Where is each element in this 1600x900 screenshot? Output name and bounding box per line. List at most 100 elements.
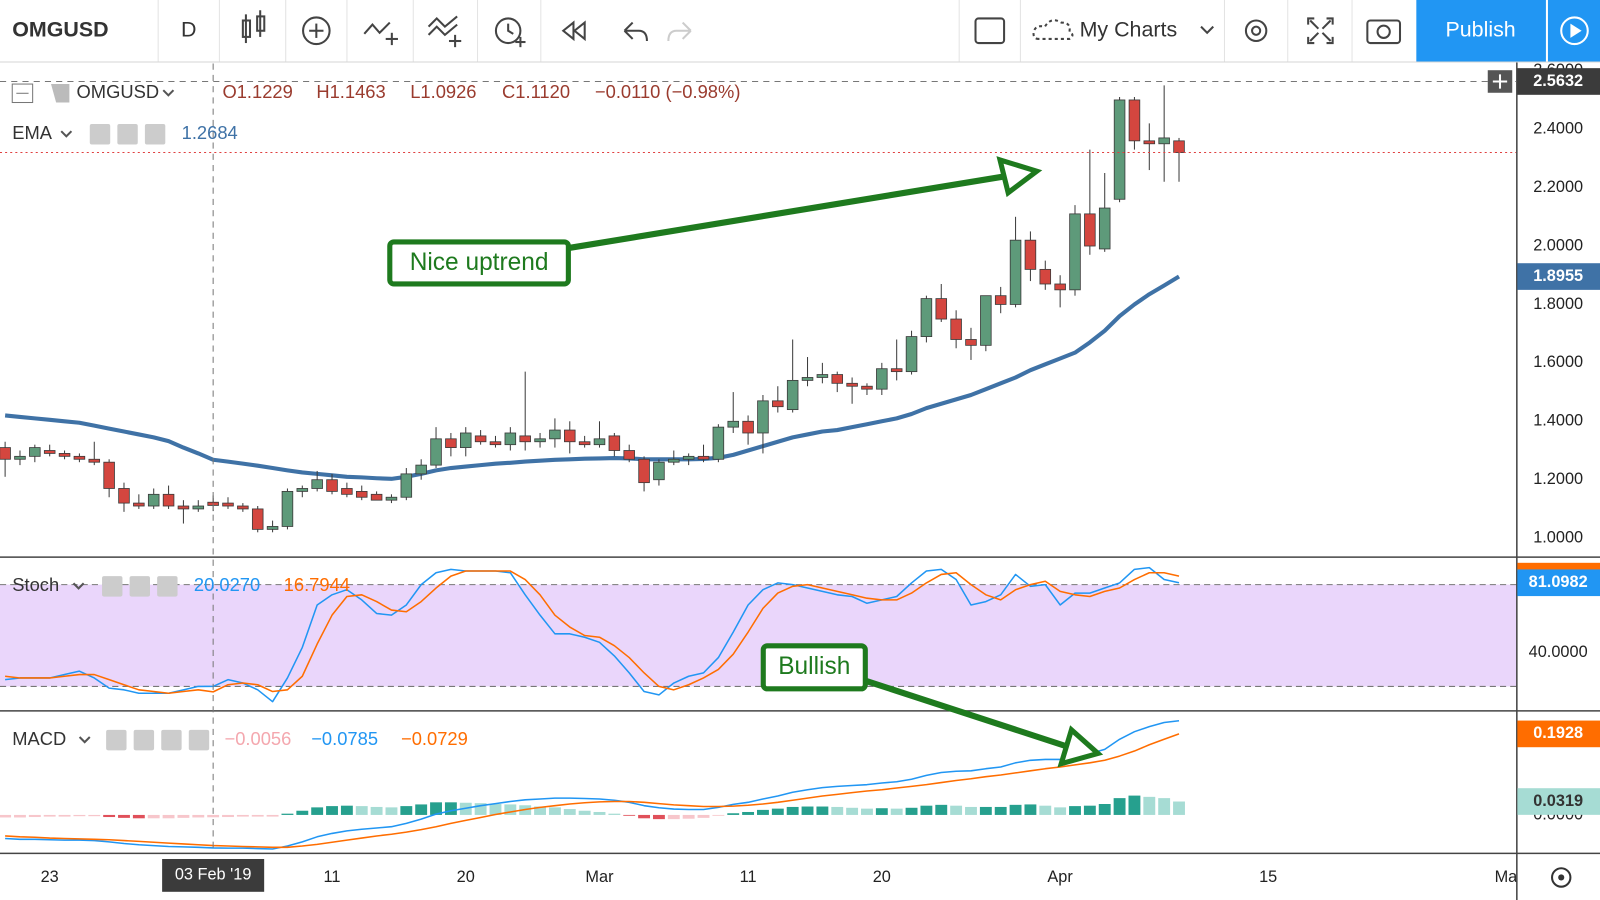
histogram-bar bbox=[370, 806, 383, 815]
candle-body bbox=[593, 438, 606, 446]
candle-body bbox=[162, 493, 175, 507]
histogram-bar bbox=[652, 814, 665, 820]
histogram-bar bbox=[727, 813, 740, 815]
legend-ema[interactable]: EMA bbox=[12, 122, 52, 143]
indicators-icon[interactable] bbox=[363, 21, 398, 46]
snapshot-icon[interactable] bbox=[1366, 19, 1402, 45]
histogram-bar bbox=[1143, 796, 1156, 815]
histogram-bar bbox=[638, 814, 651, 819]
histogram-bar bbox=[979, 806, 992, 815]
publish-button[interactable] bbox=[1416, 0, 1546, 62]
histogram-bar bbox=[861, 808, 873, 815]
bullish-arrow-shaft bbox=[864, 677, 1068, 750]
symbol-dropdown[interactable] bbox=[162, 89, 175, 97]
macd-eye[interactable] bbox=[106, 729, 127, 751]
candle-body bbox=[668, 458, 680, 463]
time-axis-settings[interactable] bbox=[1551, 867, 1572, 888]
ema-dropdown[interactable] bbox=[60, 130, 73, 138]
candle-body bbox=[88, 458, 101, 463]
legend-macd[interactable]: MACD bbox=[12, 728, 66, 749]
layouts-dropdown[interactable] bbox=[1200, 25, 1214, 35]
histogram-bar bbox=[816, 806, 829, 815]
y-tick-label: 1.8000 bbox=[1533, 295, 1583, 313]
candle-body bbox=[341, 488, 353, 495]
macd-remove[interactable] bbox=[188, 729, 210, 751]
candle-body bbox=[1054, 283, 1066, 291]
candle-body bbox=[1039, 268, 1052, 285]
candle-body bbox=[58, 453, 71, 457]
ema-settings[interactable] bbox=[117, 124, 138, 145]
legend-ema-value: 1.2684 bbox=[182, 122, 238, 143]
candle-body bbox=[697, 455, 710, 460]
x-tick-label: 20 bbox=[873, 868, 891, 886]
interval-button[interactable]: D bbox=[181, 17, 196, 41]
stoch-remove[interactable] bbox=[157, 576, 178, 597]
ema-remove[interactable] bbox=[144, 124, 166, 145]
band-fill bbox=[0, 584, 1517, 687]
candle-body bbox=[816, 374, 829, 378]
histogram-bar bbox=[400, 806, 413, 815]
stoch-k-tag: 81.0982 bbox=[1529, 573, 1588, 591]
fullscreen-icon[interactable] bbox=[1307, 17, 1334, 45]
plot-area bbox=[0, 85, 1517, 850]
candle-body bbox=[772, 400, 784, 408]
macd-settings[interactable] bbox=[133, 729, 155, 751]
candle-body bbox=[727, 420, 739, 428]
histogram-bar bbox=[340, 805, 353, 815]
legend-symbol[interactable]: OMGUSD bbox=[77, 81, 160, 102]
axes bbox=[0, 62, 1600, 900]
macd-signal-tag-bg bbox=[1517, 720, 1600, 748]
ema-eye[interactable] bbox=[89, 124, 111, 145]
axis-settings-icon[interactable] bbox=[1551, 867, 1572, 888]
chart-style-icon[interactable] bbox=[241, 10, 266, 44]
undo-icon[interactable] bbox=[623, 21, 648, 42]
x-tick-label: 11 bbox=[324, 868, 341, 886]
candle-body bbox=[326, 479, 338, 492]
series-line bbox=[5, 733, 1180, 849]
x-tick-label: Apr bbox=[1047, 868, 1073, 886]
templates-icon[interactable] bbox=[427, 15, 462, 48]
histogram-bar bbox=[965, 806, 977, 815]
annotation-box bbox=[760, 643, 868, 692]
histogram-bar bbox=[296, 810, 309, 815]
candle-body bbox=[504, 432, 517, 446]
histogram-bar bbox=[236, 814, 249, 817]
candle-body bbox=[564, 429, 576, 443]
layouts-button[interactable]: My Charts bbox=[1080, 17, 1178, 41]
histogram-bar bbox=[905, 807, 918, 815]
candle-body bbox=[266, 526, 279, 530]
histogram-bar bbox=[444, 802, 457, 815]
histogram-bar bbox=[935, 804, 948, 815]
settings-icon[interactable] bbox=[1244, 19, 1268, 43]
histogram-bar bbox=[697, 814, 710, 818]
candle-body bbox=[965, 339, 977, 346]
legend-stoch-k: 20.0270 bbox=[194, 574, 260, 595]
legend-macd-hist: −0.0056 bbox=[224, 728, 291, 749]
replay-icon[interactable] bbox=[561, 20, 586, 42]
stoch-dropdown[interactable] bbox=[72, 582, 85, 590]
histogram-bar bbox=[1039, 805, 1052, 815]
macd-dropdown[interactable] bbox=[78, 736, 91, 744]
compare-icon[interactable] bbox=[302, 16, 331, 46]
candle-body bbox=[385, 496, 398, 501]
alert-icon[interactable] bbox=[494, 17, 526, 48]
series-line bbox=[5, 720, 1180, 850]
candle-body bbox=[1158, 137, 1170, 145]
histogram-bar bbox=[920, 805, 933, 815]
symbol-button[interactable]: OMGUSD bbox=[12, 17, 108, 41]
legend-low: L1.0926 bbox=[410, 81, 476, 102]
candle-body bbox=[712, 426, 725, 460]
collapse-button[interactable] bbox=[11, 83, 34, 104]
layout-icon[interactable] bbox=[974, 17, 1006, 45]
macd-source[interactable] bbox=[161, 729, 182, 751]
stoch-eye[interactable] bbox=[102, 576, 123, 597]
stoch-settings[interactable] bbox=[129, 576, 150, 597]
candle-body bbox=[370, 493, 383, 501]
legend-macd-line: −0.0785 bbox=[311, 728, 378, 749]
ema-buttons bbox=[89, 124, 166, 145]
histogram-bar bbox=[474, 803, 487, 815]
publish-label[interactable]: Publish bbox=[1445, 17, 1515, 41]
redo-icon[interactable] bbox=[667, 21, 692, 42]
candle-body bbox=[474, 435, 487, 443]
legend-stoch[interactable]: Stoch bbox=[12, 574, 59, 595]
